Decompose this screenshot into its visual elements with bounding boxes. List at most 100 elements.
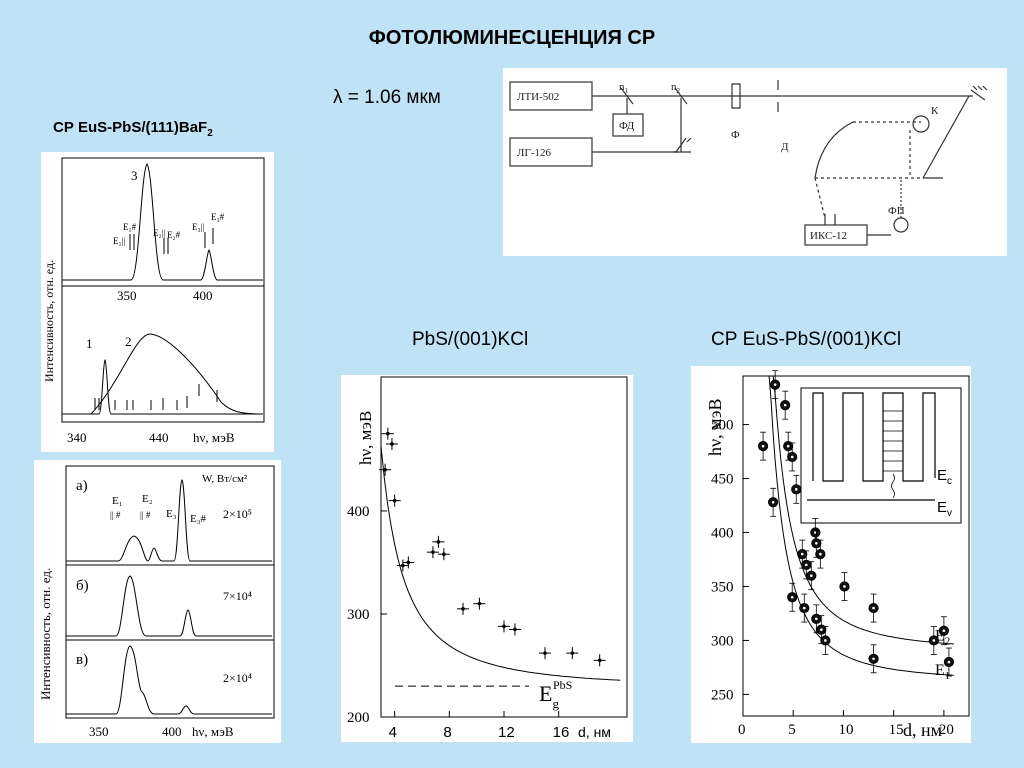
- transition-arrows-top: [129, 228, 214, 254]
- data-point: [868, 593, 879, 623]
- panel-c-label: в): [76, 652, 88, 668]
- e2-curve-label: E2: [935, 627, 950, 647]
- x-tick-label: 0: [738, 722, 746, 738]
- power-a: 2×10⁵: [223, 507, 252, 521]
- e1-fit-curve: [763, 375, 954, 676]
- chart-superlattice: hν, мэВ d, нм Ec Ev 0 5 10 15 20 250 300 350 400…: [691, 366, 971, 743]
- x-tick-label: 8: [443, 724, 451, 741]
- mid-caption: PbS/(001)KCl: [412, 329, 529, 350]
- curve-3-label: 3: [131, 168, 138, 183]
- y-tick-label: 500: [711, 418, 734, 434]
- top-xtick-400: 400: [193, 288, 213, 303]
- chart-baf2-spectra: 3 1 2 350 400 340 440 hν, мэВ E₁# E₁|| E…: [41, 152, 274, 452]
- data-point: [402, 556, 415, 569]
- data-point: [757, 431, 769, 461]
- iks-label: ИКС-12: [810, 230, 847, 242]
- y-tick-label: 400: [711, 526, 734, 542]
- data-point: [593, 654, 606, 667]
- y-tick-label: 300: [711, 633, 734, 649]
- x-tick-label: 12: [498, 724, 515, 741]
- laser1-label: ЛТИ-502: [517, 91, 559, 103]
- x-axis-label: d, нм: [903, 720, 942, 740]
- data-point: [810, 518, 821, 547]
- e2-label: E₂: [142, 493, 153, 505]
- x-tick-label: 5: [788, 722, 796, 738]
- data-point: [943, 647, 955, 677]
- power-b: 7×10⁴: [223, 589, 252, 603]
- y-axis-label: hν, мэВ: [356, 411, 375, 465]
- xtick-350: 350: [89, 724, 109, 739]
- y-tick-label: 250: [711, 687, 734, 703]
- right-caption: СР EuS-PbS/(001)KCl: [711, 329, 902, 350]
- x-tick-label: 15: [889, 722, 904, 738]
- wavelength-label: λ = 1.06 мкм: [333, 87, 441, 108]
- data-point: [396, 559, 409, 572]
- top-xtick-350: 350: [117, 288, 137, 303]
- e1-label: E₁: [112, 495, 123, 507]
- data-point: [801, 550, 812, 580]
- data-point: [839, 572, 850, 601]
- x-axis-label: d, нм: [578, 724, 611, 740]
- transition-arrows-bottom: [94, 384, 218, 410]
- filter-label: Ф: [731, 129, 740, 141]
- y-axis-label: Интенсивность, отн. ед.: [38, 568, 53, 700]
- data-point: [806, 561, 817, 591]
- y-tick-label: 450: [711, 472, 734, 488]
- ev-label: Ev: [937, 499, 952, 519]
- xtick-400: 400: [162, 724, 182, 739]
- d-label: Д: [781, 141, 789, 153]
- fp-label: ФП: [888, 205, 905, 217]
- data-point: [787, 582, 798, 612]
- y-tick-label: 200: [347, 710, 370, 726]
- data-point: [539, 647, 551, 660]
- power-c: 2×10⁴: [223, 671, 252, 685]
- data-point: [426, 546, 439, 559]
- data-point: [938, 616, 949, 646]
- data-point: [811, 604, 822, 634]
- k-label: К: [931, 105, 939, 117]
- bottom-xtick-440: 440: [149, 430, 169, 445]
- e3-par-label: E₃||: [192, 222, 204, 232]
- data-point: [868, 644, 879, 674]
- data-point: [457, 602, 469, 615]
- data-point: [815, 539, 826, 569]
- fd-box: [612, 113, 644, 137]
- e1-hash-label: E₁#: [123, 222, 137, 232]
- page-title: ФОТОЛЮМИНЕСЦЕНЦИЯ СР: [368, 27, 656, 49]
- data-point: [783, 431, 794, 461]
- left-caption: СР EuS-PbS/(111)BaF2: [53, 119, 213, 139]
- chart-power-spectra: а) б) в) W, Вт/см² E₁ E₂ E₃ E₃# || # || …: [34, 460, 281, 743]
- e3-hash-label: E₃#: [211, 212, 225, 222]
- data-point: [381, 427, 394, 440]
- data-point: [498, 620, 510, 633]
- data-point: [432, 535, 445, 548]
- power-header: W, Вт/см²: [202, 473, 248, 485]
- fd-label: ФД: [619, 120, 635, 132]
- fit-curve: [380, 445, 621, 681]
- data-point: [799, 593, 810, 623]
- eg-label: EgPbS: [539, 678, 572, 711]
- x-tick-label: 4: [389, 724, 397, 741]
- data-point: [770, 370, 781, 400]
- data-point: [780, 390, 791, 420]
- data-point: [473, 597, 486, 610]
- e3-hash-label: E₃#: [190, 513, 207, 525]
- e2-par-label: E₂||: [153, 228, 165, 238]
- y-axis-label: Интенсивность, отн. ед.: [42, 260, 56, 382]
- data-point: [928, 626, 939, 655]
- bottom-xlabel: hν, мэВ: [193, 430, 235, 445]
- data-point: [791, 474, 802, 504]
- inset-band-diagram: Ec Ev: [800, 387, 962, 524]
- data-point: [379, 463, 392, 476]
- data-point: [437, 548, 450, 561]
- x-tick-label: 16: [553, 724, 570, 741]
- x-axis-label: hν, мэВ: [192, 724, 234, 739]
- y-tick-label: 350: [711, 579, 734, 595]
- data-point: [508, 623, 521, 636]
- fp-circle: [893, 217, 909, 233]
- e3-label: E₃: [166, 508, 177, 520]
- data-point: [768, 487, 779, 517]
- ec-label: Ec: [937, 467, 952, 487]
- laser2-label: ЛГ-126: [517, 147, 551, 159]
- y-tick-label: 400: [347, 504, 370, 520]
